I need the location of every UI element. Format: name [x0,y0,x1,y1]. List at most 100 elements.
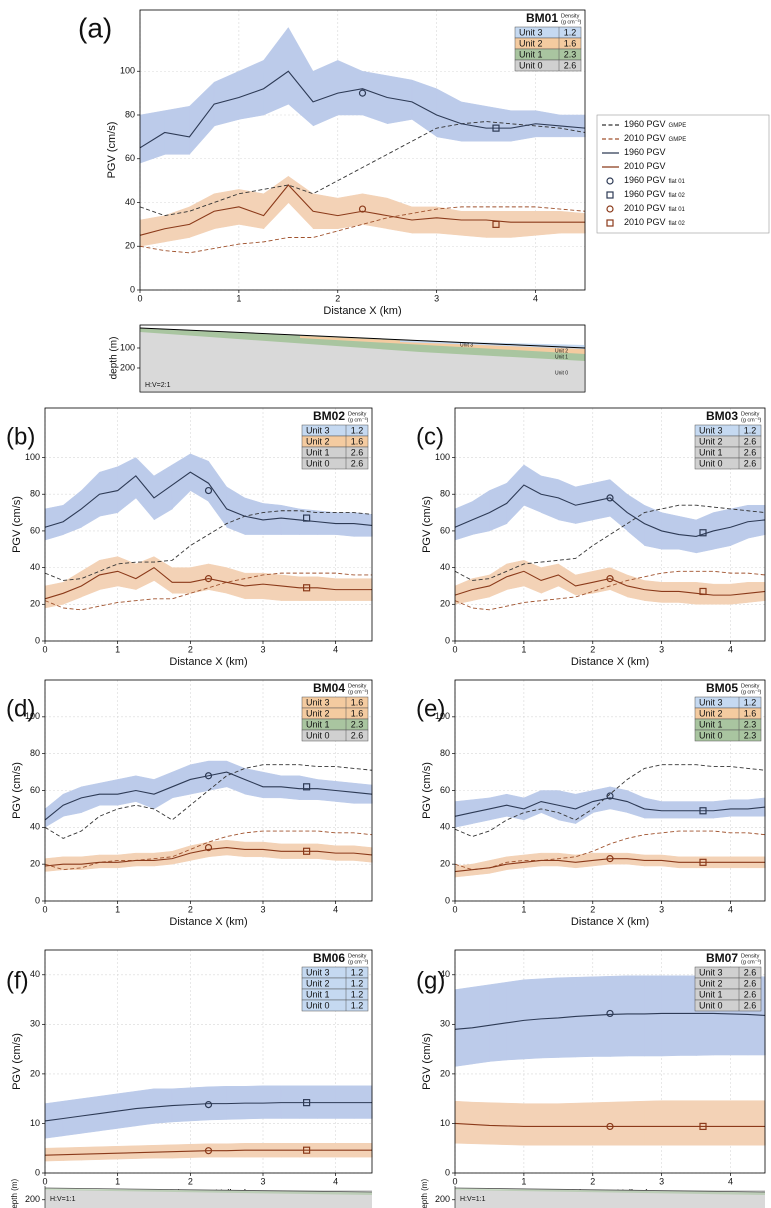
marker-square [699,807,707,815]
unit-density: 2.6 [744,989,757,999]
uncertainty-band [335,512,355,537]
uncertainty-band [626,1100,646,1146]
unit-density: 1.2 [351,967,364,977]
x-tick-label: 3 [659,644,664,654]
uncertainty-band [575,976,594,1058]
plot-area [140,10,585,290]
x-tick-label: 4 [728,1176,733,1186]
unit-name: Unit 1 [699,447,723,457]
panel-title: BM07 [706,951,738,965]
uncertainty-band [678,801,697,819]
y-axis-label: PGV (cm/s) [11,496,23,553]
marker-circle [204,772,213,780]
uncertainty-band [661,1100,680,1146]
unit-density: 2.6 [351,730,364,740]
panel-title: BM02 [313,409,345,423]
x-tick-label: 0 [137,293,142,303]
legend-name: 1960 PGV [624,175,666,185]
x-tick-label: 2 [335,293,340,303]
y-tick-label: 0 [445,635,450,645]
legend-label: 1960 PGV [624,147,666,157]
legend-name: 1960 PGV [624,119,666,129]
unit-name: Unit 2 [699,708,723,718]
unit-name: Unit 0 [306,730,330,740]
unit-density: 1.2 [351,1000,364,1010]
uncertainty-band [747,504,766,539]
y-tick-label: 20 [30,859,40,869]
marker-square [699,529,707,537]
panel-label: (a) [78,12,112,43]
pgv-line [454,858,765,873]
x-tick-label: 2 [590,1176,595,1186]
legend-subscript: flat 01 [669,179,686,185]
pgv-line [139,70,586,149]
marker-square [303,584,311,592]
unit-density: 2.3 [564,49,577,59]
legend-subscript: flat 01 [669,207,686,213]
x-tick-label: 0 [452,904,457,914]
uncertainty-band [661,801,680,819]
uncertainty-band [299,775,319,800]
unit-name: Unit 2 [519,38,543,48]
unit-name: Unit 0 [306,1000,330,1010]
x-tick-label: 1 [115,904,120,914]
unit-cell [301,729,369,742]
uncertainty-band [713,1100,732,1146]
unit-name: Unit 2 [306,708,330,718]
uncertainty-band [312,193,339,229]
y-tick-label: 0 [445,895,450,905]
uncertainty-band [436,206,463,236]
unit-density: 1.2 [564,27,577,37]
pgv-line [454,1012,766,1030]
marker-square [606,219,614,227]
profile-layers [455,1188,765,1195]
uncertainty-band [164,105,191,155]
x-tick-label: 4 [533,293,538,303]
unit-density: 1.2 [351,989,364,999]
uncertainty-band [540,1103,559,1146]
uncertainty-band [153,464,173,521]
y-tick-label: 0 [130,284,135,294]
plot-frame [44,949,373,1174]
y-tick-label: 20 [440,1068,450,1078]
legend-name: 2010 PGV [624,133,666,143]
x-tick-label: 0 [42,904,47,914]
uncertainty-band [506,979,525,1061]
unit-name: Unit 0 [306,458,330,468]
marker-circle [606,575,614,583]
gmpe-line [44,764,373,839]
legend-subscript: GMPE [669,123,687,129]
unit-name: Unit 3 [306,697,330,707]
pgv-line [44,1149,372,1156]
gmpe-line [139,206,586,254]
panel-label: (c) [416,423,444,450]
depth-tick-label: 200 [25,1194,40,1204]
y-tick-label: 80 [440,489,450,499]
unit-name: Unit 2 [306,978,330,988]
ground-surface [139,327,586,349]
uncertainty-band [730,504,749,546]
panel-title: BM03 [706,409,738,423]
uncertainty-band [454,1100,473,1145]
legend-subscript: GMPE [669,137,687,143]
uncertainty-band [244,1085,264,1120]
unit-name: Unit 2 [306,436,330,446]
unit-density: 1.2 [744,697,757,707]
uncertainty-band [262,771,282,799]
gmpe-line [454,504,766,581]
x-tick-label: 1 [115,644,120,654]
unit-name: Unit 1 [306,989,330,999]
y-tick-label: 20 [125,241,135,251]
marker-square [303,783,311,791]
ratio-label: H:V=1:1 [50,1196,76,1203]
uncertainty-band [454,986,473,1067]
density-unit: (g cm⁻³) [561,19,581,25]
depth-tick-label: 100 [120,342,135,352]
x-tick-label: 4 [333,644,338,654]
uncertainty-band [506,1102,525,1146]
uncertainty-band [299,576,319,601]
plot-frame [454,949,766,1174]
marker-circle [204,486,213,495]
y-axis-label: PGV (cm/s) [421,496,433,553]
